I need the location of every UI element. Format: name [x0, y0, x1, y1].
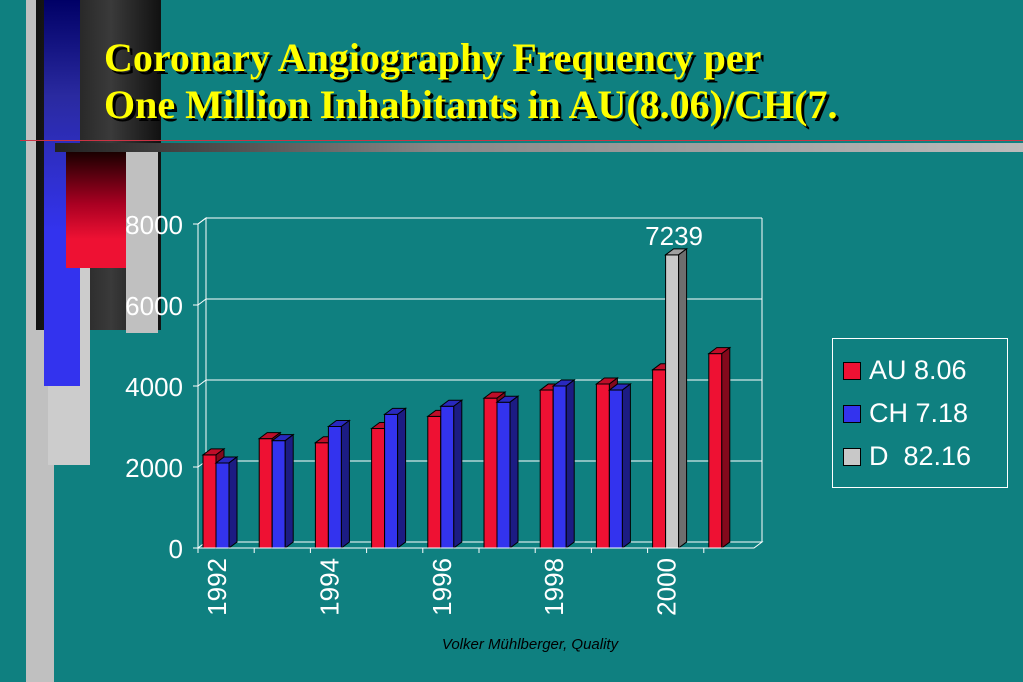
bar-side: [678, 247, 688, 549]
bar-ch-7.18-1993: [270, 433, 295, 549]
legend-label: CH 7.18: [869, 398, 969, 428]
y-tick-label: 2000: [125, 453, 183, 483]
deco-title-bar: [55, 143, 1023, 152]
legend-swatch: [843, 447, 861, 466]
bar-front: [608, 389, 623, 549]
bar-front: [552, 385, 567, 549]
bar-front: [483, 397, 498, 549]
data-label: 7239: [645, 221, 703, 251]
bar-side: [509, 395, 519, 549]
bar-front: [327, 426, 342, 549]
slide-footer: Volker Mühlberger, Quality: [441, 636, 619, 653]
y-tick-label: 4000: [125, 372, 183, 402]
x-tick-label: 1998: [539, 558, 569, 616]
bar-front: [665, 254, 680, 549]
bar-side: [621, 383, 631, 549]
bar-side: [340, 419, 350, 549]
legend-label: D 82.16: [869, 441, 972, 471]
bar-d-82.16-2000: [664, 247, 689, 549]
bar-au-8.06-2001: [707, 346, 732, 549]
bar-front: [314, 442, 329, 549]
gridline-diag: [197, 298, 207, 306]
bar-front: [258, 438, 273, 549]
bar-front: [595, 383, 610, 549]
legend-item: AU 8.06: [843, 349, 997, 392]
bar-ch-7.18-1998: [551, 379, 576, 549]
x-axis-tick-labels: 1992 1994 1996 1998 2000: [197, 548, 705, 616]
y-tick-label: 0: [169, 534, 183, 564]
x-tick-label: 1996: [427, 558, 457, 616]
bar-front: [215, 462, 230, 549]
bar-ch-7.18-1996: [439, 399, 464, 549]
bar-front: [652, 369, 667, 549]
y-axis-tick-labels: 0 2000 4000 6000 8000: [125, 210, 198, 564]
bar-ch-7.18-1995: [383, 407, 408, 549]
bar-side: [453, 399, 463, 549]
bar-front: [384, 413, 399, 549]
deco-strip-gray-right: [126, 150, 158, 333]
bar-side: [565, 379, 575, 549]
x-tick-label: 2000: [652, 558, 682, 616]
deco-strip-red: [66, 152, 126, 268]
gridline-diag: [197, 379, 207, 387]
legend-swatch: [843, 404, 861, 423]
bar-front: [539, 389, 554, 549]
x-tick-label: 1994: [314, 558, 344, 616]
bar-side: [284, 433, 294, 549]
bar-side: [721, 346, 731, 549]
x-tick-label: 1992: [202, 558, 232, 616]
y-tick-label: 6000: [125, 291, 183, 321]
gridline-diag: [197, 217, 207, 225]
bar-ch-7.18-1992: [214, 455, 239, 549]
bar-ch-7.18-1997: [495, 395, 520, 549]
bar-side: [228, 455, 238, 549]
legend-item: D 82.16: [843, 435, 997, 478]
chart-legend: AU 8.06 CH 7.18 D 82.16: [832, 338, 1008, 488]
deco-title-rule: [20, 140, 1023, 141]
chart-bars: [201, 247, 732, 549]
bar-ch-7.18-1999: [607, 383, 632, 549]
bar-front: [202, 454, 217, 549]
title-line-1: Coronary Angiography Frequency per: [104, 35, 762, 80]
bar-side: [397, 407, 407, 549]
title-line-2: One Million Inhabitants in AU(8.06)/CH(7…: [104, 82, 838, 127]
legend-item: CH 7.18: [843, 392, 997, 435]
y-tick-label: 8000: [125, 210, 183, 240]
legend-label: AU 8.06: [869, 355, 967, 385]
slide-title: Coronary Angiography Frequency per One M…: [104, 34, 1023, 144]
bar-front: [496, 401, 511, 549]
bar-front: [371, 428, 386, 549]
bar-front: [708, 353, 723, 549]
data-labels: 7239: [645, 221, 703, 251]
legend-swatch: [843, 361, 861, 380]
bar-front: [440, 405, 455, 549]
bar-front: [427, 415, 442, 549]
bar-front: [271, 440, 286, 549]
bar-ch-7.18-1994: [326, 419, 351, 549]
